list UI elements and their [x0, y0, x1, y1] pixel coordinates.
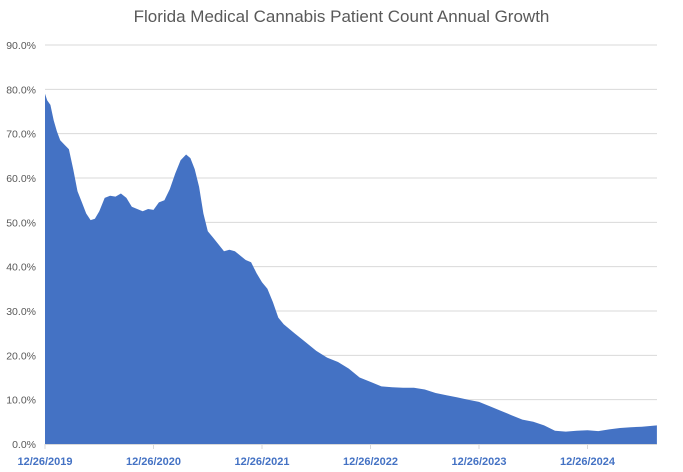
- y-tick-label: 90.0%: [6, 40, 36, 52]
- x-tick-label: 12/26/2020: [126, 456, 181, 468]
- y-tick-label: 40.0%: [6, 262, 36, 274]
- area-growth: [45, 93, 657, 445]
- x-tick-label: 12/26/2019: [17, 456, 72, 468]
- x-tick-label: 12/26/2021: [234, 456, 289, 468]
- y-tick-label: 70.0%: [6, 129, 36, 141]
- y-tick-label: 30.0%: [6, 306, 36, 318]
- y-tick-label: 60.0%: [6, 173, 36, 185]
- y-tick-label: 10.0%: [6, 395, 36, 407]
- y-tick-label: 50.0%: [6, 217, 36, 229]
- y-tick-label: 20.0%: [6, 350, 36, 362]
- y-axis-ticks: 0.0% 10.0% 20.0% 30.0% 40.0% 50.0% 60.0% 70.0% 8…: [6, 40, 36, 451]
- x-tick-label: 12/26/2022: [343, 456, 398, 468]
- x-tick-label: 12/26/2023: [451, 456, 506, 468]
- chart-title: Florida Medical Cannabis Patient Count A…: [133, 7, 550, 26]
- area-series: [45, 93, 657, 445]
- x-tick-label: 12/26/2024: [560, 456, 616, 468]
- y-tick-label: 80.0%: [6, 84, 36, 96]
- x-axis: 12/26/2019 12/26/2020 12/26/2021 12/26/2022…: [17, 444, 657, 468]
- y-tick-label: 0.0%: [12, 439, 36, 451]
